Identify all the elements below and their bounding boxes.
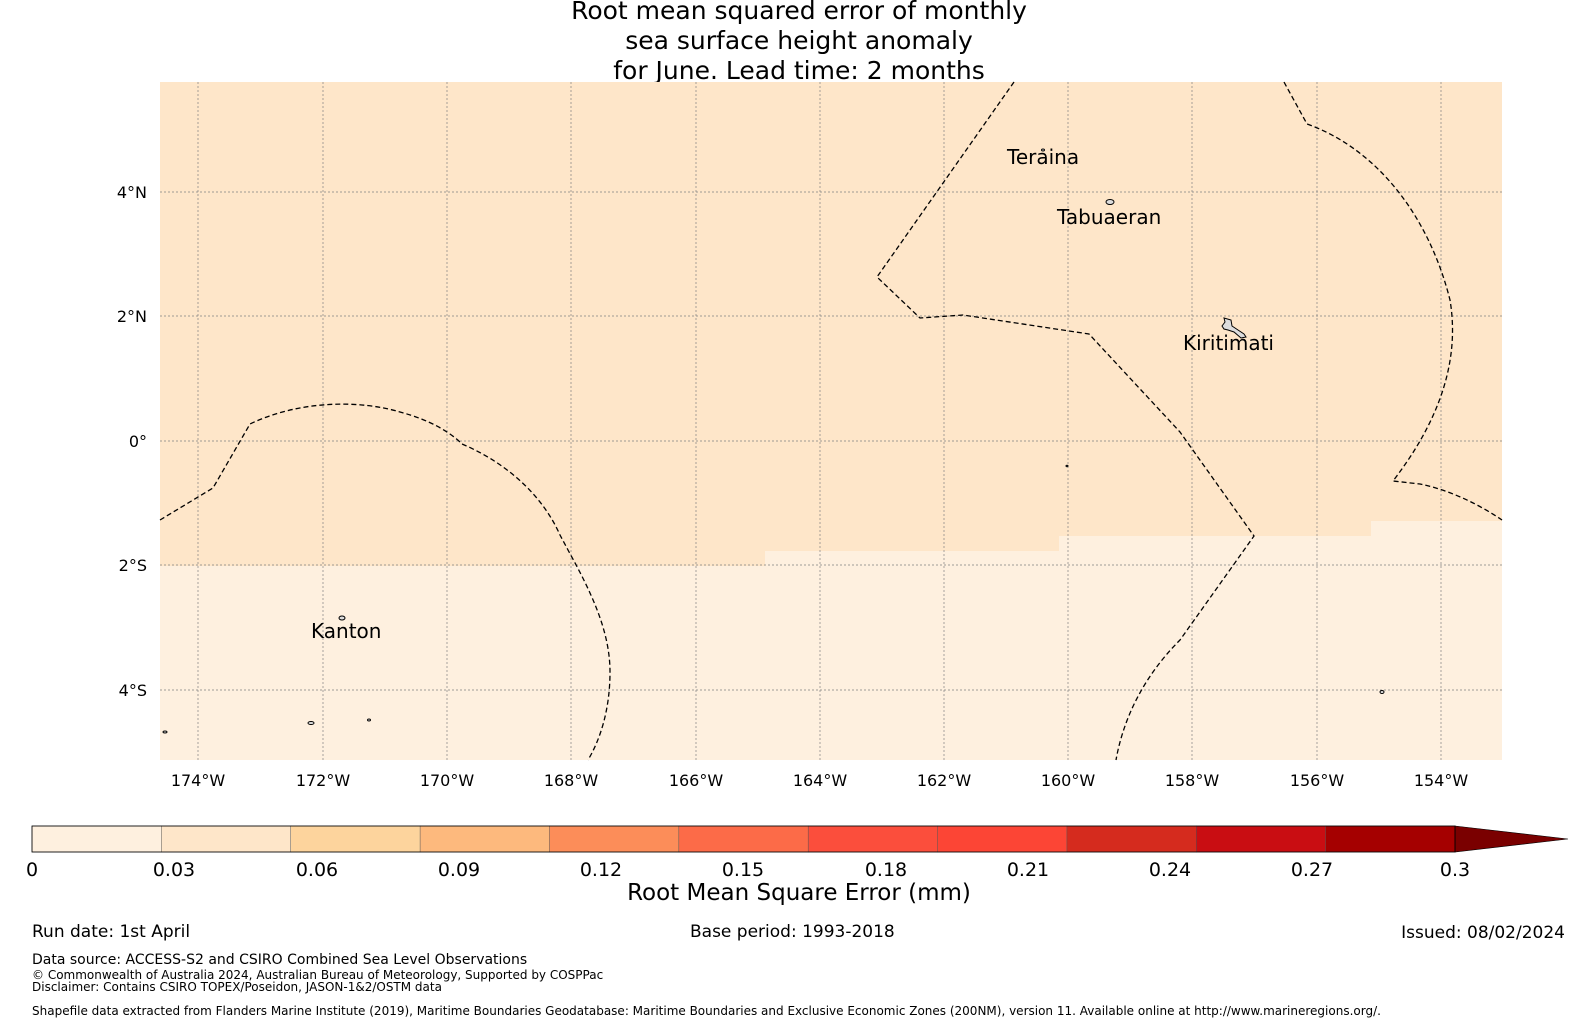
colorbar-block-7 [937, 825, 1068, 853]
island-small-2 [367, 718, 371, 722]
colorbar-tick-1: 0.03 [153, 859, 195, 881]
island-small-4 [1379, 690, 1385, 694]
colorbar-block-10 [1325, 825, 1456, 853]
eez-boundary-line-islands [876, 81, 1255, 761]
base-period: Base period: 1993-2018 [690, 922, 895, 942]
colorbar: 0 0.03 0.06 0.09 0.12 0.15 0.18 0.21 0.2… [26, 825, 1569, 881]
title-line-1: Root mean squared error of monthly [571, 0, 1027, 25]
colorbar-block-8 [1066, 825, 1198, 853]
colorbar-tick-4: 0.12 [580, 859, 622, 881]
place-label-teraina: Teraina [1006, 145, 1079, 169]
place-label-kanton: Kanton [311, 619, 381, 643]
lon-label-174w: 174°W [171, 771, 226, 790]
lon-label-164w: 164°W [793, 771, 848, 790]
issued-date: Issued: 08/02/2024 [1401, 923, 1565, 943]
colorbar-tick-5: 0.15 [722, 859, 764, 881]
longitude-labels: 174°W 172°W 170°W 168°W 166°W 164°W 162°… [171, 771, 1469, 790]
island-kanton-shape [338, 615, 346, 621]
eez-boundary-kiritimati [1283, 81, 1503, 521]
lon-label-160w: 160°W [1041, 771, 1096, 790]
colorbar-tick-10: 0.3 [1440, 859, 1470, 881]
colorbar-tick-8: 0.24 [1149, 859, 1191, 881]
colorbar-block-6 [807, 825, 939, 853]
lon-label-156w: 156°W [1290, 771, 1345, 790]
islands [162, 148, 1385, 734]
grid-lines [160, 82, 1502, 760]
colorbar-tick-6: 0.18 [865, 859, 907, 881]
island-small-5 [1065, 464, 1069, 468]
lon-label-158w: 158°W [1165, 771, 1220, 790]
place-label-kiritimati: Kiritimati [1183, 331, 1274, 355]
lat-label-0: 0° [129, 432, 147, 451]
colorbar-block-1 [161, 825, 292, 853]
eez-boundary-kanton [159, 403, 611, 761]
island-tabuaeran-shape [1105, 199, 1115, 205]
copyright: © Commonwealth of Australia 2024, Austra… [32, 968, 604, 982]
run-date: Run date: 1st April [32, 922, 191, 942]
lon-label-172w: 172°W [296, 771, 351, 790]
island-small-3 [162, 730, 168, 734]
lat-label-4s: 4°S [119, 681, 147, 700]
colorbar-tick-3: 0.09 [438, 859, 480, 881]
zone-south [160, 521, 1502, 760]
data-source: Data source: ACCESS-S2 and CSIRO Combine… [32, 952, 528, 968]
colorbar-block-0 [31, 825, 163, 853]
colorbar-extend-arrow [1454, 825, 1569, 853]
colorbar-block-5 [678, 825, 809, 853]
colorbar-block-2 [290, 825, 421, 853]
lon-label-154w: 154°W [1414, 771, 1469, 790]
colorbar-tick-7: 0.21 [1007, 859, 1049, 881]
island-small-6 [1041, 148, 1045, 152]
lon-label-168w: 168°W [544, 771, 599, 790]
lat-label-2n: 2°N [117, 307, 147, 326]
colorbar-title: Root Mean Square Error (mm) [627, 880, 971, 906]
map-area [160, 82, 1502, 760]
eez-boundaries [159, 81, 1503, 761]
colorbar-tick-2: 0.06 [296, 859, 338, 881]
title-line-2: sea surface height anomaly [625, 26, 973, 55]
island-small-1 [307, 721, 315, 725]
island-kiritimati-shape [1221, 317, 1247, 339]
lon-label-162w: 162°W [917, 771, 972, 790]
lon-label-170w: 170°W [420, 771, 475, 790]
colorbar-block-9 [1196, 825, 1327, 853]
lat-label-4n: 4°N [117, 183, 147, 202]
colorbar-block-4 [549, 825, 680, 853]
colorbar-blocks [31, 825, 1456, 853]
colorbar-tick-9: 0.27 [1291, 859, 1333, 881]
chart-title: Root mean squared error of monthly sea s… [0, 0, 1590, 86]
shapefile-credit: Shapefile data extracted from Flanders M… [32, 1004, 1381, 1018]
colorbar-tick-0: 0 [26, 859, 38, 881]
lat-label-2s: 2°S [119, 556, 147, 575]
colorbar-block-3 [419, 825, 551, 853]
lon-label-166w: 166°W [669, 771, 724, 790]
place-label-tabuaeran: Tabuaeran [1056, 205, 1161, 229]
colorbar-ticks: 0 0.03 0.06 0.09 0.12 0.15 0.18 0.21 0.2… [26, 859, 1470, 881]
title-line-3: for June. Lead time: 2 months [613, 56, 985, 85]
latitude-labels: 4°N 2°N 0° 2°S 4°S [117, 183, 147, 700]
colorbar-outline [31, 825, 1456, 853]
disclaimer: Disclaimer: Contains CSIRO TOPEX/Poseido… [32, 980, 442, 994]
